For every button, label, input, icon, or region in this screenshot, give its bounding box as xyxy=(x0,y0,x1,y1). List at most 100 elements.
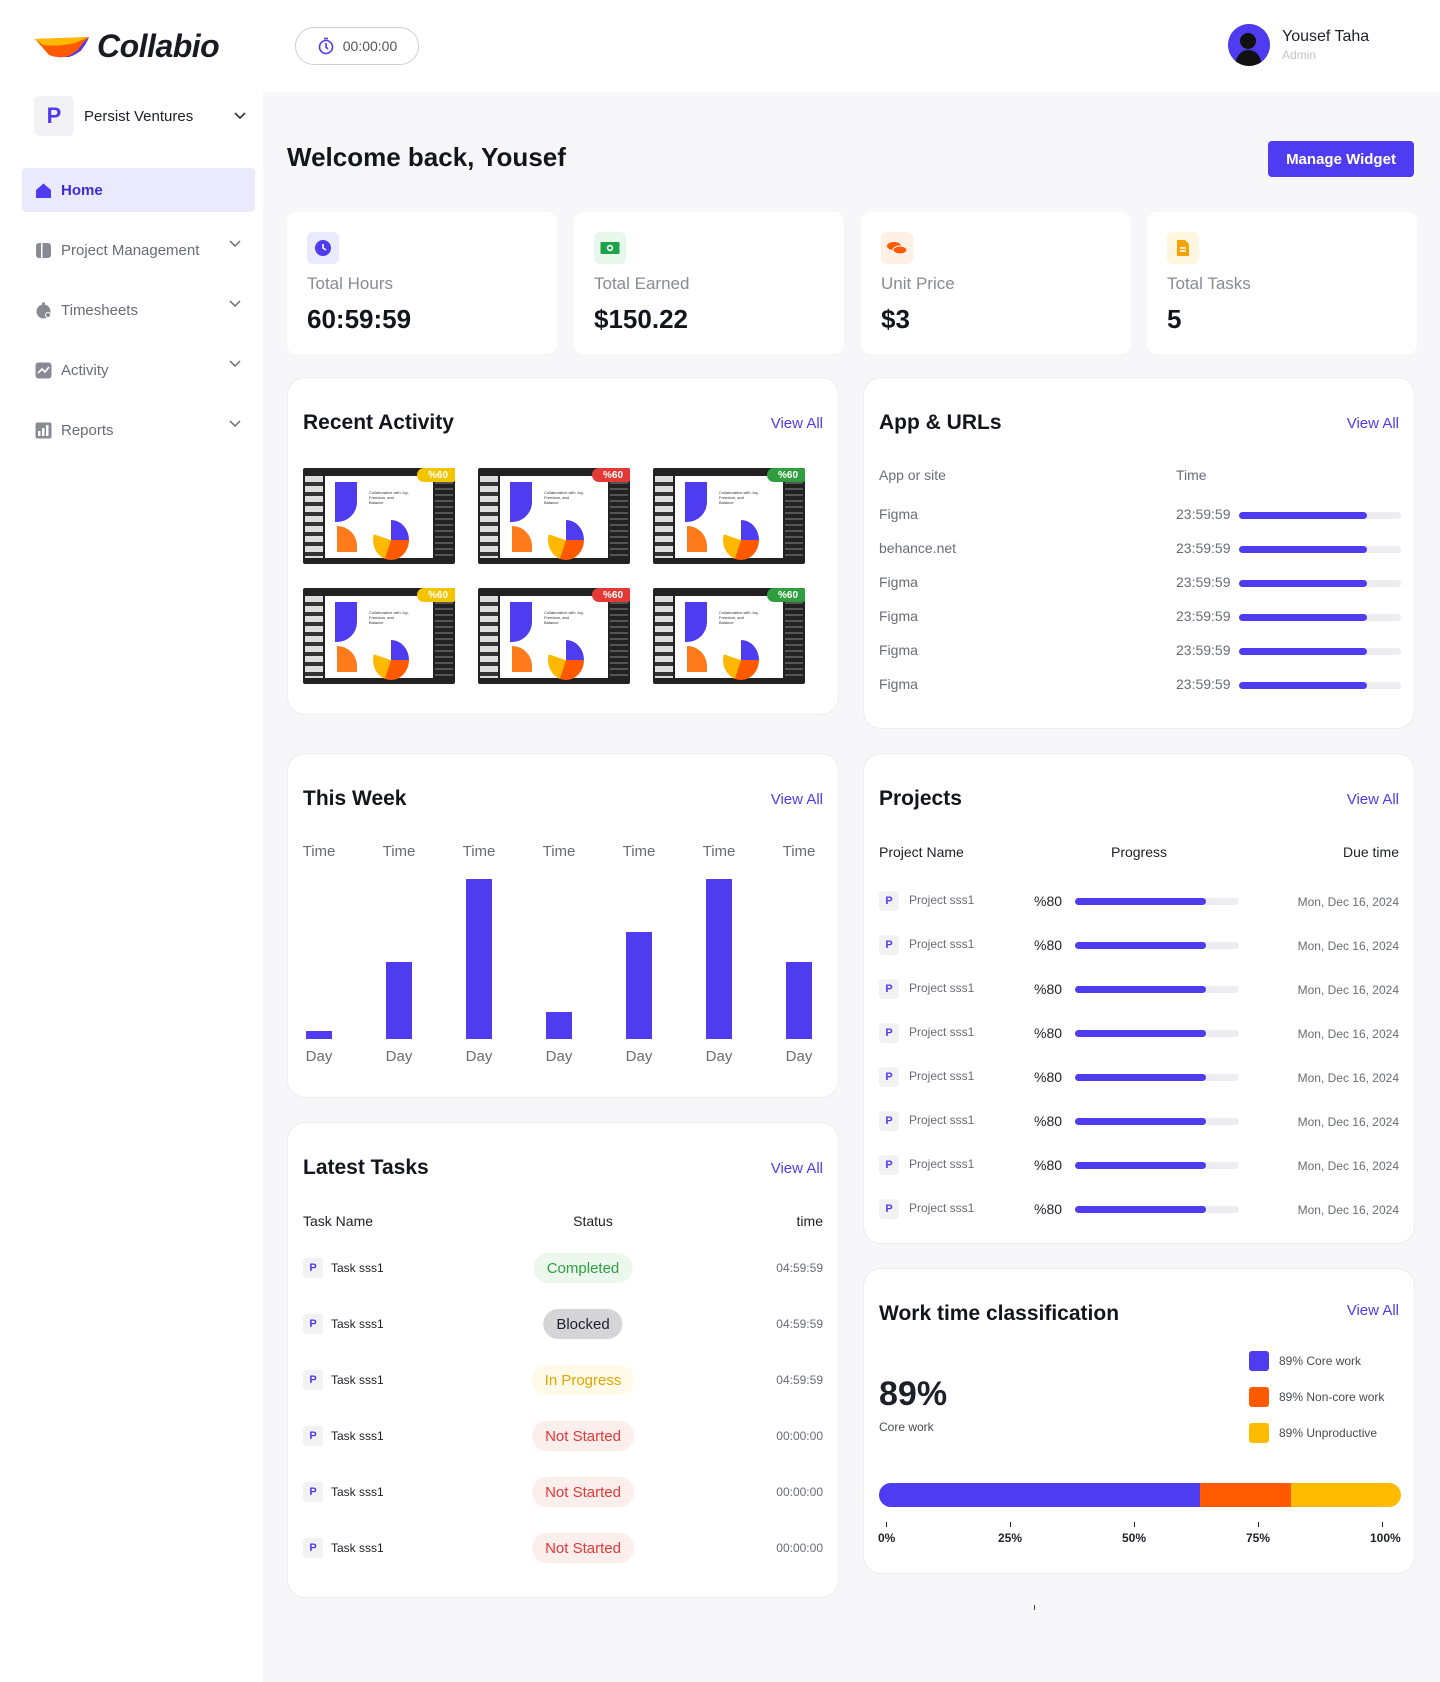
project-row[interactable]: P Project sss1 %80 Mon, Dec 16, 2024 xyxy=(879,1023,1399,1047)
usage-bar-fill xyxy=(1239,546,1367,553)
activity-screenshot[interactable]: Collaborative with Joy, Freedom, and Bal… xyxy=(478,588,630,684)
user-silhouette-icon xyxy=(1228,24,1270,66)
workspace-selector[interactable]: P Persist Ventures xyxy=(34,96,246,136)
view-all-link[interactable]: View All xyxy=(1346,1302,1399,1319)
project-row[interactable]: P Project sss1 %80 Mon, Dec 16, 2024 xyxy=(879,1155,1399,1179)
sidebar-item-reports[interactable]: Reports xyxy=(22,408,255,452)
project-progress-fill xyxy=(1075,1074,1207,1081)
task-badge: P xyxy=(303,1314,323,1334)
screenshot-panel xyxy=(480,476,498,558)
view-all-link[interactable]: View All xyxy=(770,1160,823,1177)
screenshot-shape xyxy=(337,526,357,552)
bar-category-label: Day xyxy=(545,1048,573,1065)
screenshot-shape xyxy=(687,526,707,552)
app-name: Figma xyxy=(879,574,918,590)
task-row[interactable]: P Task sss1 Not Started 00:00:00 xyxy=(303,1421,823,1451)
task-time: 04:59:59 xyxy=(776,1317,823,1331)
project-percent: %80 xyxy=(1034,1201,1063,1217)
task-badge: P xyxy=(303,1370,323,1390)
stat-label: Unit Price xyxy=(881,274,955,293)
project-percent: %80 xyxy=(1034,1025,1063,1041)
app-logo[interactable]: Collabio xyxy=(35,28,220,65)
user-menu[interactable]: Yousef Taha Admin xyxy=(1228,24,1369,66)
activity-screenshot[interactable]: Collaborative with Joy, Freedom, and Bal… xyxy=(653,468,805,564)
project-row[interactable]: P Project sss1 %80 Mon, Dec 16, 2024 xyxy=(879,979,1399,1003)
tick-label: 0% xyxy=(878,1531,896,1545)
bar[interactable] xyxy=(626,931,652,1039)
screenshot-canvas: Collaborative with Joy, Freedom, and Bal… xyxy=(500,596,608,680)
view-all-link[interactable]: View All xyxy=(770,791,823,808)
activity-screenshot[interactable]: Collaborative with Joy, Freedom, and Bal… xyxy=(303,468,455,564)
clock-icon xyxy=(307,232,339,264)
sidebar-item-project-management[interactable]: Project Management xyxy=(22,228,255,272)
sidebar-item-timesheets[interactable]: Timesheets xyxy=(22,288,255,332)
screenshot-panel xyxy=(610,476,628,558)
app-row[interactable]: Figma 23:59:59 xyxy=(879,574,1401,594)
project-percent: %80 xyxy=(1034,1157,1063,1173)
app-name: behance.net xyxy=(879,540,957,556)
task-row[interactable]: P Task sss1 Completed 04:59:59 xyxy=(303,1253,823,1283)
activity-percent-badge: %60 xyxy=(592,468,630,482)
project-row[interactable]: P Project sss1 %80 Mon, Dec 16, 2024 xyxy=(879,1199,1399,1223)
app-row[interactable]: behance.net 23:59:59 xyxy=(879,540,1401,560)
bar-category-label: Day xyxy=(465,1048,493,1065)
screenshot-pie xyxy=(723,640,759,680)
bar[interactable] xyxy=(306,1031,332,1039)
project-badge: P xyxy=(879,1023,899,1043)
timer-value: 00:00:00 xyxy=(342,38,398,54)
app-row[interactable]: Figma 23:59:59 xyxy=(879,608,1401,628)
projects-card: Projects View All Project Name Progress … xyxy=(863,753,1415,1244)
tick-mark xyxy=(1258,1522,1259,1527)
project-row[interactable]: P Project sss1 %80 Mon, Dec 16, 2024 xyxy=(879,1111,1399,1135)
card-title: App & URLs xyxy=(879,411,1002,434)
task-name: Task sss1 xyxy=(331,1485,384,1499)
project-row[interactable]: P Project sss1 %80 Mon, Dec 16, 2024 xyxy=(879,891,1399,915)
activity-screenshot[interactable]: Collaborative with Joy, Freedom, and Bal… xyxy=(478,468,630,564)
project-progress-fill xyxy=(1075,1118,1207,1125)
manage-widget-button[interactable]: Manage Widget xyxy=(1268,141,1414,177)
task-row[interactable]: P Task sss1 In Progress 04:59:59 xyxy=(303,1365,823,1395)
project-due-date: Mon, Dec 16, 2024 xyxy=(1297,1115,1399,1129)
project-progress-bar xyxy=(1075,942,1239,949)
app-row[interactable]: Figma 23:59:59 xyxy=(879,642,1401,662)
project-row[interactable]: P Project sss1 %80 Mon, Dec 16, 2024 xyxy=(879,1067,1399,1091)
legend-label: 89% Non-core work xyxy=(1279,1390,1385,1404)
tick-mark xyxy=(1010,1522,1011,1527)
stat-label: Total Earned xyxy=(594,274,690,293)
avatar[interactable] xyxy=(1228,24,1270,66)
project-progress-fill xyxy=(1075,986,1207,993)
project-progress-fill xyxy=(1075,1030,1207,1037)
task-time: 00:00:00 xyxy=(776,1541,823,1555)
task-row[interactable]: P Task sss1 Not Started 00:00:00 xyxy=(303,1477,823,1507)
logo-mark-icon xyxy=(35,36,89,57)
project-progress-bar xyxy=(1075,1162,1239,1169)
legend-swatch xyxy=(1249,1351,1269,1371)
view-all-link[interactable]: View All xyxy=(1346,791,1399,808)
task-row[interactable]: P Task sss1 Not Started 00:00:00 xyxy=(303,1533,823,1563)
bar[interactable] xyxy=(386,962,412,1039)
bar-top-label: Time xyxy=(302,843,336,860)
task-row[interactable]: P Task sss1 Blocked 04:59:59 xyxy=(303,1309,823,1339)
app-time: 23:59:59 xyxy=(1176,642,1231,658)
view-all-link[interactable]: View All xyxy=(770,415,823,432)
bar[interactable] xyxy=(706,879,732,1039)
bar[interactable] xyxy=(786,962,812,1039)
activity-screenshot[interactable]: Collaborative with Joy, Freedom, and Bal… xyxy=(303,588,455,684)
bar[interactable] xyxy=(546,1011,572,1039)
status-badge: Completed xyxy=(533,1253,633,1283)
sidebar-item-label: Timesheets xyxy=(61,301,138,319)
sidebar-item-home[interactable]: Home xyxy=(22,168,255,212)
bar[interactable] xyxy=(466,879,492,1039)
timer-button[interactable]: 00:00:00 xyxy=(295,27,419,65)
project-row[interactable]: P Project sss1 %80 Mon, Dec 16, 2024 xyxy=(879,935,1399,959)
legend-item: 89% Core work xyxy=(1249,1351,1361,1371)
column-header-task-name: Task Name xyxy=(303,1213,374,1229)
app-row[interactable]: Figma 23:59:59 xyxy=(879,676,1401,696)
sidebar-item-activity[interactable]: Activity xyxy=(22,348,255,392)
view-all-link[interactable]: View All xyxy=(1346,415,1399,432)
activity-screenshot[interactable]: Collaborative with Joy, Freedom, and Bal… xyxy=(653,588,805,684)
project-name: Project sss1 xyxy=(909,1201,975,1215)
column-header-time: time xyxy=(796,1213,823,1229)
project-badge: P xyxy=(879,891,899,911)
app-row[interactable]: Figma 23:59:59 xyxy=(879,506,1401,526)
